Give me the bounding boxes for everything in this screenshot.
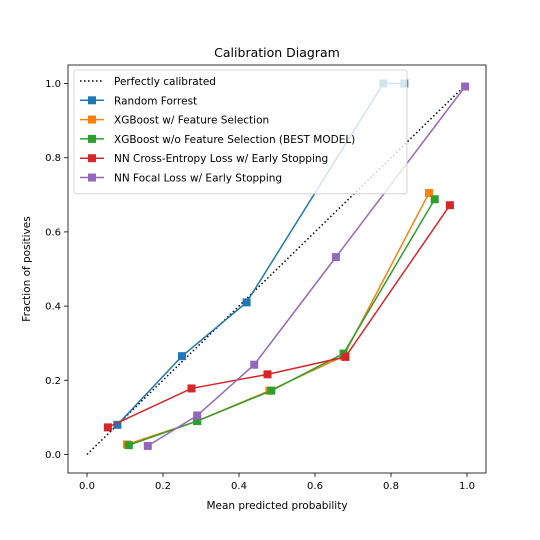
data-point bbox=[331, 253, 340, 262]
data-point bbox=[341, 352, 350, 361]
series-line bbox=[128, 198, 436, 446]
legend-item: Perfectly calibrated bbox=[80, 76, 216, 88]
x-axis: 0.0 0.2 0.4 0.6 0.8 1.0 bbox=[79, 473, 475, 492]
data-point bbox=[461, 82, 470, 91]
data-point bbox=[445, 201, 454, 210]
y-axis: 0.0 0.2 0.4 0.6 0.8 1.0 bbox=[45, 79, 68, 461]
data-point bbox=[250, 360, 259, 369]
legend-label: NN Focal Loss w/ Early Stopping bbox=[114, 173, 282, 185]
chart-title: Calibration Diagram bbox=[214, 45, 340, 60]
legend-marker bbox=[88, 154, 96, 163]
x-axis-label: Mean predicted probability bbox=[206, 500, 347, 512]
legend-label: NN Cross-Entropy Loss w/ Early Stopping bbox=[114, 153, 328, 165]
legend-label: XGBoost w/o Feature Selection (BEST MODE… bbox=[114, 134, 355, 146]
legend-label: Random Forrest bbox=[114, 95, 197, 107]
data-point bbox=[193, 411, 202, 420]
y-tick-label: 0.6 bbox=[45, 227, 61, 238]
data-point bbox=[193, 417, 202, 426]
data-point bbox=[113, 420, 122, 429]
legend-marker bbox=[88, 115, 96, 124]
data-point bbox=[242, 298, 251, 307]
y-tick-label: 0.4 bbox=[45, 302, 61, 313]
legend-label: Perfectly calibrated bbox=[114, 76, 216, 88]
legend-marker bbox=[88, 96, 96, 105]
series-0 bbox=[86, 83, 468, 455]
legend-marker bbox=[88, 134, 96, 143]
legend-item: NN Focal Loss w/ Early Stopping bbox=[80, 173, 282, 185]
legend-box bbox=[73, 69, 408, 195]
legend-item: XGBoost w/o Feature Selection (BEST MODE… bbox=[80, 134, 355, 146]
x-tick-label: 0.8 bbox=[383, 481, 399, 492]
data-point bbox=[143, 441, 152, 450]
data-point bbox=[103, 423, 112, 432]
data-point bbox=[178, 352, 186, 361]
y-tick-label: 0.8 bbox=[45, 153, 61, 164]
legend-item: XGBoost w/ Feature Selection bbox=[80, 115, 269, 127]
series-4 bbox=[103, 201, 454, 432]
plot-frame bbox=[67, 64, 487, 474]
y-tick-label: 0.2 bbox=[45, 376, 61, 387]
series-3 bbox=[124, 195, 439, 450]
legend-item: Random Forrest bbox=[80, 95, 197, 107]
data-point bbox=[187, 384, 196, 393]
legend-marker bbox=[88, 173, 96, 182]
data-point bbox=[430, 195, 439, 204]
series-2 bbox=[122, 188, 433, 449]
legend: Perfectly calibrated Random Forrest XGBoos… bbox=[73, 69, 408, 195]
x-tick-label: 0.6 bbox=[307, 481, 323, 492]
data-point bbox=[124, 441, 133, 450]
y-tick-label: 0.0 bbox=[45, 450, 61, 461]
data-point bbox=[425, 188, 433, 197]
x-tick-label: 1.0 bbox=[459, 481, 475, 492]
legend-label: XGBoost w/ Feature Selection bbox=[114, 115, 269, 127]
data-point bbox=[263, 370, 272, 379]
data-point bbox=[267, 386, 276, 395]
y-axis-label: Fraction of positives bbox=[21, 216, 33, 321]
y-tick-label: 1.0 bbox=[45, 79, 61, 90]
x-tick-label: 0.4 bbox=[231, 481, 247, 492]
series-line bbox=[86, 83, 468, 455]
x-tick-label: 0.2 bbox=[155, 481, 171, 492]
legend-item: NN Cross-Entropy Loss w/ Early Stopping bbox=[80, 153, 328, 165]
series-line bbox=[126, 192, 430, 446]
series-line bbox=[107, 204, 451, 429]
x-tick-label: 0.0 bbox=[79, 481, 95, 492]
series-5 bbox=[143, 82, 470, 450]
